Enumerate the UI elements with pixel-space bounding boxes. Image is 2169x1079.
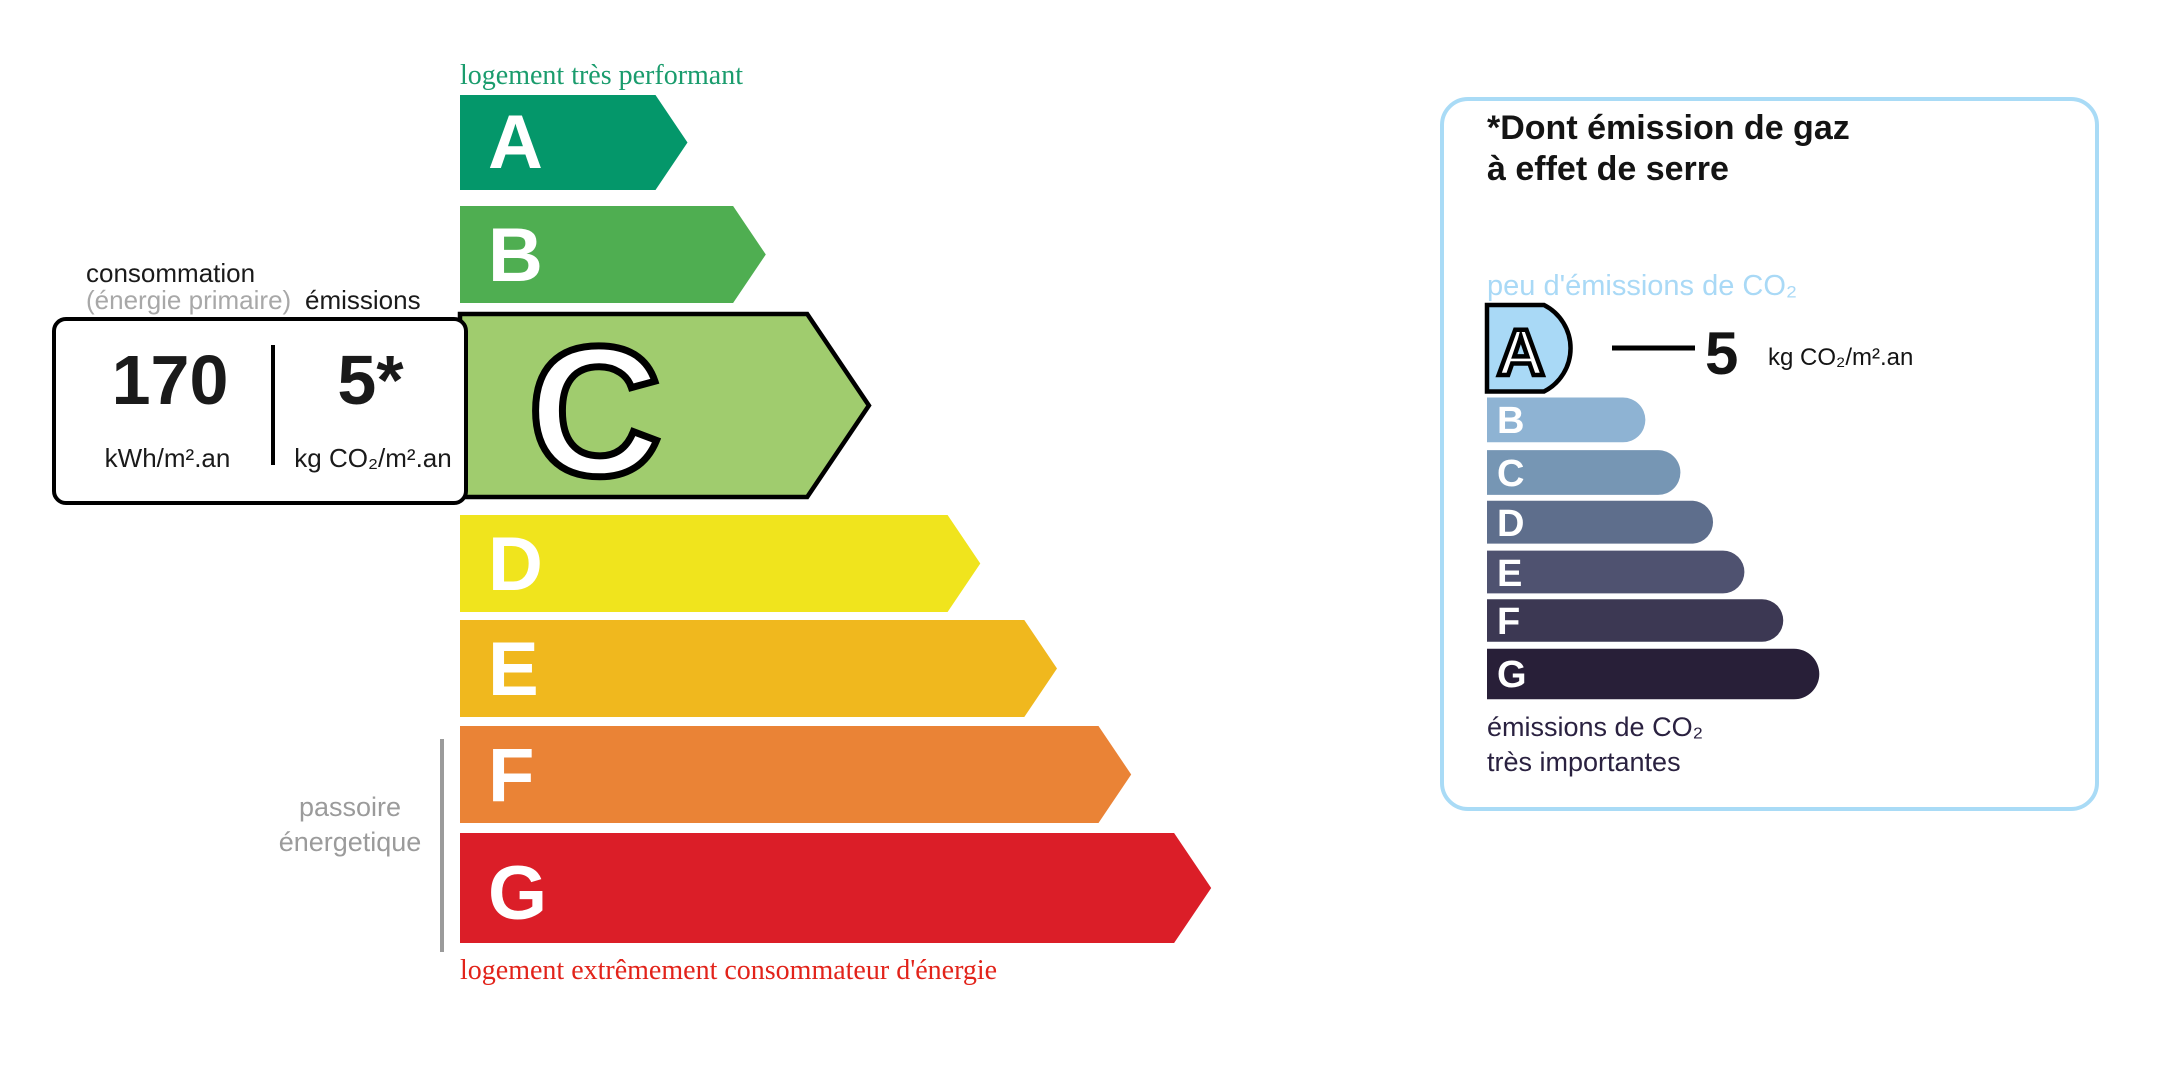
svg-text:F: F	[1497, 601, 1520, 643]
svg-text:kg CO₂/m².an: kg CO₂/m².an	[1768, 344, 1913, 371]
svg-text:D: D	[1497, 503, 1524, 545]
svg-text:E: E	[1497, 553, 1522, 595]
svg-text:G: G	[1497, 654, 1527, 696]
svg-text:C: C	[1497, 453, 1524, 495]
svg-text:5: 5	[1705, 320, 1738, 387]
svg-text:A: A	[1497, 315, 1545, 389]
svg-text:B: B	[1497, 400, 1524, 442]
